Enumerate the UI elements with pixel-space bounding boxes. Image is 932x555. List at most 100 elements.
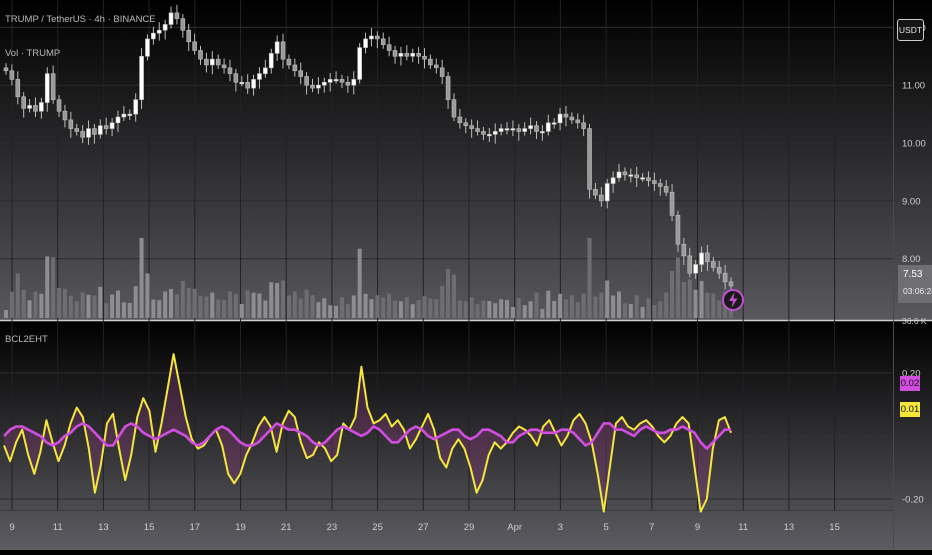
volume-bar [463,301,468,318]
volume-bar [469,297,474,318]
candle-body [251,79,256,89]
volume-bar [563,299,568,318]
candle-body [545,122,551,132]
time-tick-label: 13 [98,522,109,533]
lightning-icon[interactable] [722,289,744,311]
volume-bar [316,302,321,318]
currency-button[interactable]: USDT [897,19,924,41]
candle-body [9,70,15,80]
candle-body [198,50,203,60]
candle-body [316,84,321,89]
volume-bar [446,269,451,318]
candle-body [221,64,227,69]
candle-body [451,99,457,118]
volume-bar [322,298,327,318]
candle-body [681,243,687,257]
candle-body [133,99,138,115]
candle-body [551,122,557,125]
volume-bar [534,292,539,318]
volume-bar [33,291,38,318]
candle-body [310,84,315,89]
osc-tick-label: 0.20 [902,368,921,379]
volume-bar [198,295,203,318]
volume-bar [628,304,633,318]
volume-bar [357,248,362,318]
volume-bar [440,285,445,318]
volume-bar [115,290,120,318]
volume-bar [499,299,504,318]
candle-body [604,183,610,202]
volume-bar [92,295,97,318]
volume-bar [57,288,62,318]
volume-bar [475,304,480,318]
volume-bar [269,282,274,318]
volume-bar [174,294,179,318]
candle-body [663,186,669,193]
candle-body [481,131,486,135]
candle-body [115,116,121,124]
volume-bar [522,305,527,318]
time-tick-label: 29 [464,522,475,533]
volume-bar [546,290,551,318]
candle-body [298,70,304,77]
candle-body [716,267,722,274]
volume-bar [640,307,645,318]
volume-bar [334,306,339,318]
volume-bar [664,292,669,318]
volume-bar [540,309,545,318]
candle-body [21,96,26,109]
volume-bar [15,273,20,318]
candle-countdown: 03:06:24 [903,286,932,296]
volume-bar [298,298,303,318]
candle-body [156,29,162,34]
candle-body [540,131,545,134]
volume-bar [139,238,144,318]
candle-body [457,116,463,124]
candle-body [121,113,127,118]
volume-bar [345,304,350,318]
candle-body [475,128,480,132]
symbol-title: TRUMP / TetherUS · 4h · BINANCE [5,14,156,25]
volume-bar [675,257,680,318]
candle-body [174,12,180,19]
candle-body [363,38,368,48]
volume-bar [387,293,392,318]
candle-body [151,32,156,40]
volume-bar [658,301,663,318]
candle-body [575,119,581,124]
volume-bar [363,293,368,318]
candle-body [369,35,374,40]
volume-bar [80,292,85,318]
volume-bar [575,302,580,318]
volume-bar [599,292,604,318]
volume-bar [670,271,675,318]
candle-body [68,119,74,129]
volume-bar [451,274,456,318]
volume-bar [381,297,386,318]
candle-body [534,125,539,132]
time-tick-label: 9 [695,522,700,533]
candle-body [510,128,516,131]
candle-body [139,55,144,100]
volume-bar [169,289,174,318]
volume-bar [121,302,126,318]
volume-bar [292,291,297,318]
candle-body [469,125,474,129]
candle-body [599,194,604,202]
time-tick-label: 7 [649,522,654,533]
time-tick-label: 13 [784,522,795,533]
volume-bar [699,281,704,318]
candle-body [622,171,628,176]
yellow-series-line [3,353,732,513]
time-tick-label: Apr [507,522,522,533]
candle-body [416,53,421,57]
volume-bar [227,291,232,318]
candle-body [327,79,333,83]
volume-bar [192,288,197,318]
price-tick-label: 9.00 [902,196,921,207]
candle-body [516,128,522,132]
candle-body [640,177,645,180]
volume-bar [110,294,115,318]
